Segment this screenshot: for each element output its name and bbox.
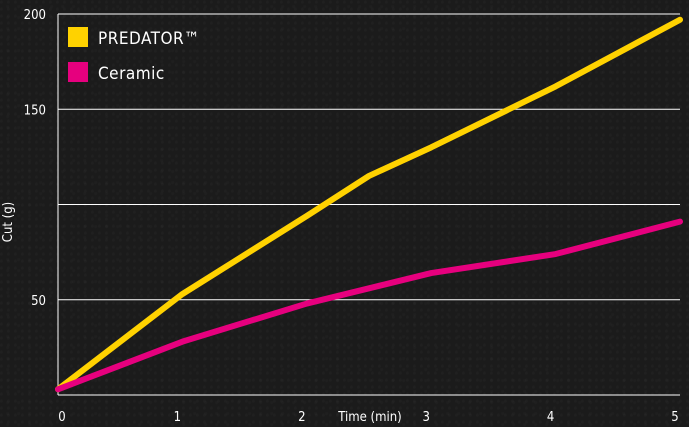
- series-line-predator: [55, 16, 683, 393]
- legend-label-ceramic: Ceramic: [98, 64, 165, 84]
- gridlines: [58, 13, 680, 301]
- y-tick-label: 150: [24, 103, 46, 118]
- y-tick-label: 50: [31, 294, 46, 309]
- legend: PREDATOR™ Ceramic: [68, 27, 200, 84]
- series-line-ceramic: [55, 218, 683, 393]
- x-tick-label: 2: [298, 410, 305, 425]
- x-tick-labels: 0 1 2 3 4 5: [58, 410, 678, 425]
- x-axis-title: Time (min): [337, 410, 401, 425]
- series-lines: [55, 16, 683, 393]
- x-tick-label: 5: [671, 410, 678, 425]
- x-tick-label: 4: [547, 410, 554, 425]
- y-tick-labels: 50 150 200: [24, 8, 46, 309]
- x-tick-label: 0: [58, 410, 65, 425]
- y-axis-title: Cut (g): [1, 202, 16, 242]
- y-tick-label: 200: [24, 8, 46, 23]
- legend-swatch-predator: [68, 27, 88, 47]
- legend-swatch-ceramic: [68, 62, 88, 82]
- x-tick-label: 3: [422, 410, 429, 425]
- legend-label-predator: PREDATOR™: [98, 29, 200, 49]
- x-tick-label: 1: [174, 410, 181, 425]
